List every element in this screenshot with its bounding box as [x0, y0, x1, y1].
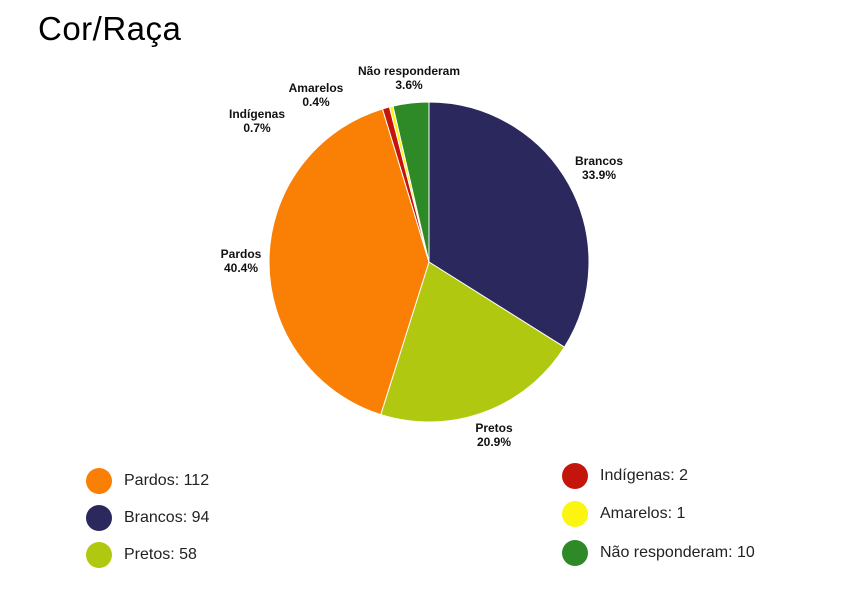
legend-label: Pardos: 112: [124, 472, 210, 489]
legend-swatch: [562, 540, 588, 566]
slice-label-percent: 33.9%: [582, 168, 616, 182]
pie-slice-n-o-responderam: [392, 101, 430, 263]
legend-label: Não responderam: 10: [600, 544, 755, 561]
legend-item: Indígenas: 2: [562, 463, 688, 489]
pie-slice-pardos: [268, 108, 430, 416]
slice-label-name: Não responderam: [358, 64, 460, 78]
legend-label: Indígenas: 2: [600, 467, 689, 484]
legend-item: Pretos: 58: [86, 542, 197, 568]
slice-label-percent: 20.9%: [477, 435, 511, 449]
legend-swatch: [86, 468, 112, 494]
slice-label-percent: 40.4%: [224, 261, 258, 275]
legend-item: Não responderam: 10: [562, 540, 755, 566]
legend-swatch: [562, 501, 588, 527]
slice-label-percent: 0.7%: [243, 121, 271, 135]
legend-item: Brancos: 94: [86, 505, 209, 531]
slice-label-name: Pretos: [475, 421, 513, 435]
chart-title: Cor/Raça: [38, 10, 182, 47]
slice-label-name: Brancos: [575, 154, 623, 168]
slice-label-name: Indígenas: [229, 107, 285, 121]
legend-item: Pardos: 112: [86, 468, 209, 494]
legend-item: Amarelos: 1: [562, 501, 685, 527]
slice-label-name: Pardos: [221, 247, 262, 261]
slice-label-percent: 3.6%: [395, 78, 423, 92]
legend-label: Brancos: 94: [124, 509, 210, 526]
legend-swatch: [86, 505, 112, 531]
pie-slice-brancos: [428, 101, 590, 348]
slice-label-name: Amarelos: [289, 81, 344, 95]
legend-swatch: [86, 542, 112, 568]
legend-swatch: [562, 463, 588, 489]
legend-label: Pretos: 58: [124, 546, 197, 563]
slice-label-percent: 0.4%: [302, 95, 330, 109]
legend-label: Amarelos: 1: [600, 505, 686, 522]
pie-slice-pretos: [380, 261, 566, 423]
